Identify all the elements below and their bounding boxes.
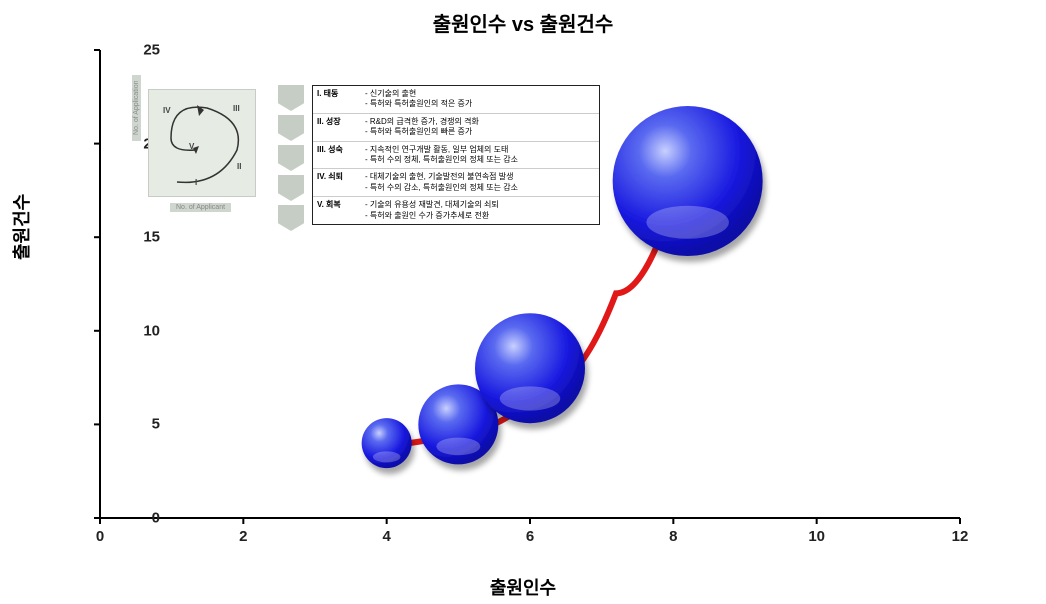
y-tick-label: 25 — [120, 42, 160, 59]
bubble-gloss — [373, 451, 401, 462]
bubble-gloss — [646, 206, 729, 239]
mini-marker-2: II — [237, 162, 241, 171]
x-tick-label: 2 — [239, 528, 247, 545]
legend-stage-desc: - 신기술의 출현- 특허와 특허출원인의 적은 증가 — [365, 89, 595, 110]
legend-row: V. 회복- 기술의 유용성 재발견, 대체기술의 쇠퇴- 특허와 출원인 수가… — [313, 197, 599, 224]
legend-stage-label: I. 태동 — [317, 89, 365, 110]
legend-stage-label: V. 회복 — [317, 200, 365, 221]
x-axis-label: 출원인수 — [0, 574, 1046, 600]
legend-stage-label: III. 성숙 — [317, 145, 365, 166]
y-axis-label: 출원건수 — [8, 194, 34, 260]
stage-arrow-column — [278, 85, 308, 235]
x-tick-label: 8 — [669, 528, 677, 545]
legend-stage-desc: - 기술의 유용성 재발견, 대체기술의 쇠퇴- 특허와 출원인 수가 증가추세… — [365, 200, 595, 221]
chart-title: 출원인수 vs 출원건수 — [0, 0, 1046, 37]
bubble-gloss — [436, 438, 480, 456]
legend-row: I. 태동- 신기술의 출현- 특허와 특허출원인의 적은 증가 — [313, 86, 599, 114]
mini-spiral — [171, 107, 238, 182]
stage-arrow-block — [278, 205, 304, 231]
y-tick-label: 5 — [120, 416, 160, 433]
x-tick-label: 6 — [526, 528, 534, 545]
stage-arrow-block — [278, 145, 304, 171]
stage-arrow-block — [278, 115, 304, 141]
mini-marker-1: I — [195, 178, 197, 187]
mini-ylabel: No. of Application — [132, 75, 141, 141]
legend-stage-label: II. 성장 — [317, 117, 365, 138]
x-tick-label: 10 — [808, 528, 825, 545]
legend-stage-desc: - 대체기술의 출현, 기술발전의 불연속점 발생- 특허 수의 감소, 특허출… — [365, 172, 595, 193]
legend-row: III. 성숙- 지속적인 연구개발 활동, 일부 업체의 도태- 특허 수의 … — [313, 142, 599, 170]
legend-stage-desc: - 지속적인 연구개발 활동, 일부 업체의 도태- 특허 수의 정체, 특허출… — [365, 145, 595, 166]
legend-row: II. 성장- R&D의 급격한 증가, 경쟁의 격화- 특허와 특허출원인의 … — [313, 114, 599, 142]
mini-diagram: I II III IV V No. of Application No. of … — [130, 85, 260, 225]
legend-stage-desc: - R&D의 급격한 증가, 경쟁의 격화- 특허와 특허출원인의 빠른 증가 — [365, 117, 595, 138]
y-tick-label: 10 — [120, 322, 160, 339]
stage-arrow-block — [278, 175, 304, 201]
mini-marker-3: III — [233, 104, 240, 113]
legend-row: IV. 쇠퇴- 대체기술의 출현, 기술발전의 불연속점 발생- 특허 수의 감… — [313, 169, 599, 197]
mini-xlabel: No. of Applicant — [170, 203, 231, 212]
mini-marker-4: IV — [163, 106, 171, 115]
mini-marker-5: V — [189, 142, 194, 151]
mini-panel: I II III IV V — [148, 89, 256, 197]
x-tick-label: 4 — [382, 528, 390, 545]
x-tick-label: 12 — [952, 528, 969, 545]
y-tick-label: 15 — [120, 229, 160, 246]
legend-stage-label: IV. 쇠퇴 — [317, 172, 365, 193]
stage-legend: I. 태동- 신기술의 출현- 특허와 특허출원인의 적은 증가II. 성장- … — [312, 85, 600, 225]
stage-arrow-block — [278, 85, 304, 111]
y-tick-label: 0 — [120, 510, 160, 527]
x-tick-label: 0 — [96, 528, 104, 545]
bubble-gloss — [500, 386, 561, 410]
